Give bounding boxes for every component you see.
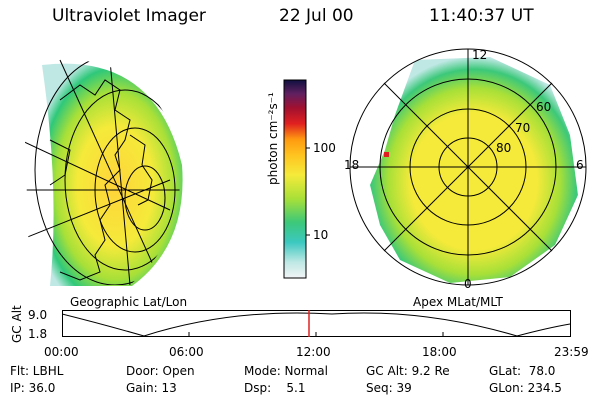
- colorbar: [283, 79, 310, 279]
- altitude-axis-label: GC Alt: [10, 305, 24, 343]
- observation-date: 22 Jul 00: [279, 6, 354, 26]
- altitude-plot: [62, 310, 571, 337]
- time-tick-0000: 00:00: [44, 345, 79, 359]
- mlt-label-12: 12: [472, 48, 487, 62]
- door-info: Door: Open: [126, 364, 195, 378]
- colorbar-tick-100: 100: [313, 141, 336, 155]
- time-tick-2359: 23:59: [554, 345, 589, 359]
- colorbar-label: photon cm⁻²s⁻¹: [266, 92, 280, 185]
- colorbar-tick-10: 10: [313, 228, 329, 242]
- polar-caption: Apex MLat/MLT: [413, 295, 503, 309]
- mode-info: Mode: Normal: [244, 364, 328, 378]
- auroral-emission: [370, 57, 578, 283]
- graticule: [25, 59, 181, 285]
- mlt-label-18: 18: [344, 158, 359, 172]
- polar-image: 12 18 6 0 60 70 80: [344, 48, 587, 290]
- lat-label-60: 60: [536, 100, 551, 114]
- seq-info: Seq: 39: [366, 381, 412, 395]
- time-tick-1800: 18:00: [422, 345, 457, 359]
- time-tick-1200: 12:00: [296, 345, 331, 359]
- glat-info: GLat: 78.0: [489, 364, 556, 378]
- altitude-tick-min: 1.8: [28, 327, 48, 341]
- bright-spot: [384, 152, 389, 157]
- altitude-curve: [62, 312, 571, 337]
- filter-info: Flt: LBHL: [10, 364, 64, 378]
- gain-info: Gain: 13: [126, 381, 177, 395]
- lat-label-70: 70: [515, 121, 530, 135]
- instrument-title: Ultraviolet Imager: [52, 6, 206, 26]
- geographic-caption: Geographic Lat/Lon: [70, 295, 188, 309]
- glon-info: GLon: 234.5: [489, 381, 562, 395]
- coastlines: [49, 79, 153, 281]
- mlt-label-0: 0: [464, 277, 472, 290]
- gc-alt-info: GC Alt: 9.2 Re: [366, 364, 450, 378]
- polar-grid: [349, 48, 587, 286]
- geographic-image: [25, 59, 183, 287]
- altitude-tick-max: 9.0: [28, 308, 48, 322]
- lat-label-80: 80: [496, 141, 511, 155]
- colorbar-gradient: [283, 79, 307, 279]
- mlt-label-6: 6: [576, 158, 584, 172]
- dsp-info: Dsp: 5.1: [244, 381, 306, 395]
- ip-info: IP: 36.0: [10, 381, 56, 395]
- observation-time: 11:40:37 UT: [429, 6, 534, 26]
- time-tick-0600: 06:00: [169, 345, 204, 359]
